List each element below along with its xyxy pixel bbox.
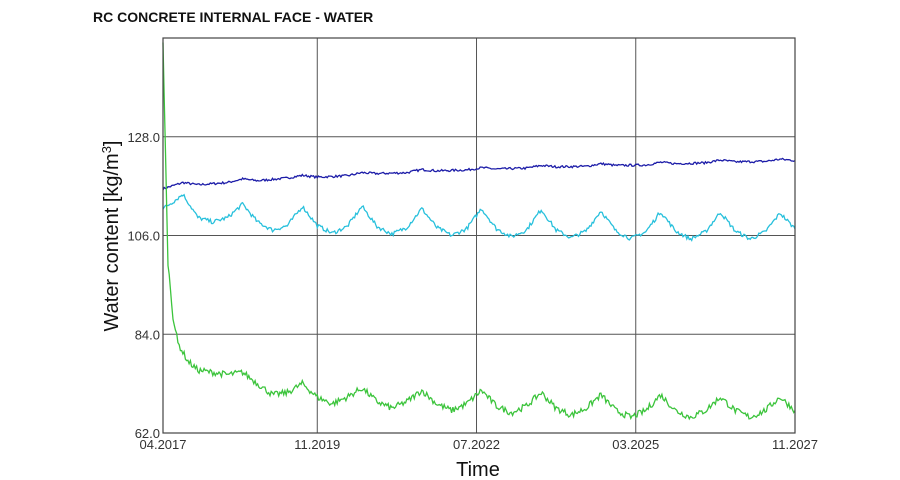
- x-tick-label: 04.2017: [140, 437, 187, 452]
- chart-title: RC CONCRETE INTERNAL FACE - WATER: [93, 9, 374, 25]
- x-tick-label: 11.2027: [772, 437, 818, 452]
- series-line-1: [162, 193, 796, 242]
- x-tick-label: 11.2019: [294, 437, 340, 452]
- series-lines: [162, 42, 796, 421]
- x-tick-label: 03.2025: [612, 437, 659, 452]
- tick-labels: 62.0 84.0 106.0 128.0 04.2017 11.2019 07.2022 0…: [127, 130, 818, 452]
- series-line-0: [162, 157, 796, 191]
- y-axis-label: Water content [kg/m3]: [99, 140, 123, 331]
- grid: [162, 38, 796, 434]
- y-tick-label: 62.0: [135, 426, 160, 441]
- y-tick-label: 84.0: [135, 327, 160, 342]
- plot-frame: [162, 37, 796, 434]
- y-tick-label: 128.0: [127, 130, 160, 145]
- series-line-2: [162, 42, 796, 421]
- x-tick-label: 07.2022: [453, 437, 500, 452]
- x-axis-label: Time: [456, 459, 500, 480]
- y-tick-label: 106.0: [127, 229, 160, 244]
